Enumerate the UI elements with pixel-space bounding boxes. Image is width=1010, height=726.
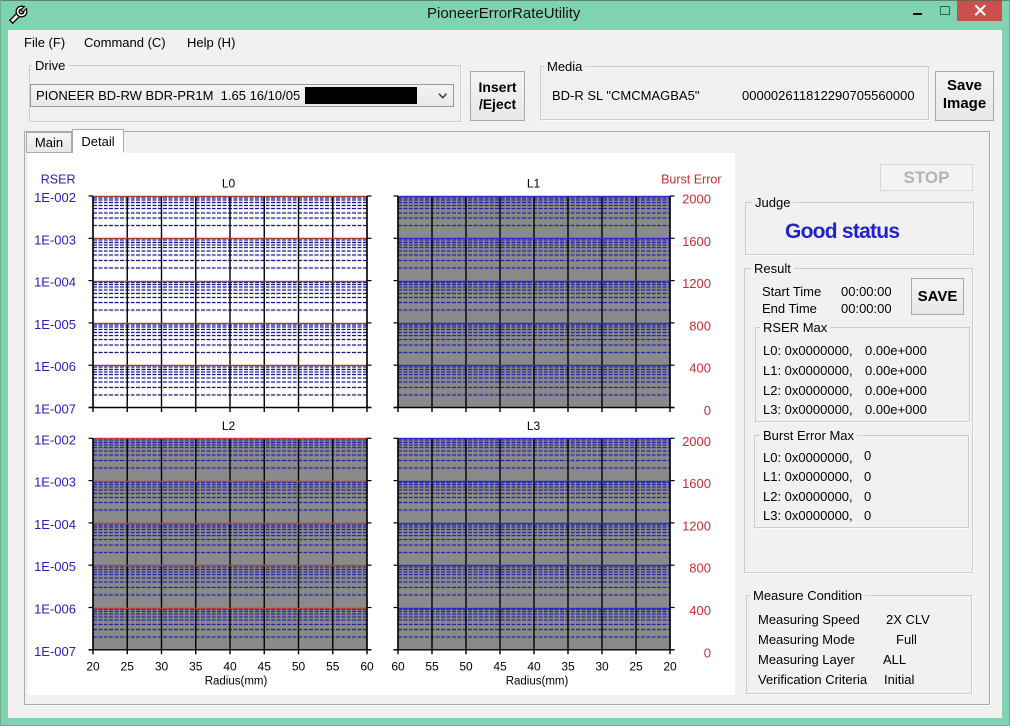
svg-text:L1: L1	[527, 177, 541, 191]
svg-text:400: 400	[689, 361, 711, 376]
svg-text:50: 50	[292, 660, 306, 674]
svg-text:1E-007: 1E-007	[34, 402, 76, 417]
svg-text:L0: L0	[222, 177, 236, 191]
svg-text:1E-006: 1E-006	[34, 602, 76, 617]
svg-text:1E-007: 1E-007	[34, 644, 76, 659]
svg-text:1E-002: 1E-002	[34, 190, 76, 205]
svg-text:800: 800	[689, 561, 711, 576]
svg-text:1E-003: 1E-003	[34, 232, 76, 247]
svg-text:1E-003: 1E-003	[34, 475, 76, 490]
svg-text:800: 800	[689, 318, 711, 333]
svg-text:20: 20	[86, 660, 100, 674]
svg-text:L2: L2	[222, 419, 236, 433]
svg-text:1E-004: 1E-004	[34, 517, 76, 532]
svg-text:20: 20	[663, 660, 677, 674]
svg-text:35: 35	[561, 660, 575, 674]
svg-text:2000: 2000	[682, 434, 711, 449]
svg-text:1200: 1200	[682, 518, 711, 533]
svg-text:50: 50	[459, 660, 473, 674]
svg-text:1E-002: 1E-002	[34, 432, 76, 447]
svg-text:0: 0	[704, 645, 711, 660]
svg-text:1600: 1600	[682, 234, 711, 249]
svg-text:40: 40	[223, 660, 237, 674]
svg-text:35: 35	[189, 660, 203, 674]
svg-text:Burst Error: Burst Error	[661, 173, 721, 187]
svg-text:RSER: RSER	[41, 173, 76, 187]
svg-text:1600: 1600	[682, 476, 711, 491]
svg-text:40: 40	[527, 660, 541, 674]
svg-text:Radius(mm): Radius(mm)	[506, 676, 569, 688]
svg-text:55: 55	[425, 660, 439, 674]
svg-text:30: 30	[595, 660, 609, 674]
svg-text:1200: 1200	[682, 276, 711, 291]
svg-text:1E-005: 1E-005	[34, 559, 76, 574]
svg-text:30: 30	[155, 660, 169, 674]
svg-text:400: 400	[689, 603, 711, 618]
svg-text:1E-006: 1E-006	[34, 359, 76, 374]
svg-text:55: 55	[326, 660, 340, 674]
svg-text:60: 60	[360, 660, 374, 674]
svg-text:60: 60	[391, 660, 405, 674]
svg-text:1E-004: 1E-004	[34, 275, 76, 290]
svg-text:0: 0	[704, 403, 711, 418]
svg-text:25: 25	[629, 660, 643, 674]
svg-text:2000: 2000	[682, 192, 711, 207]
svg-text:L3: L3	[527, 419, 541, 433]
svg-text:45: 45	[258, 660, 272, 674]
svg-text:45: 45	[493, 660, 507, 674]
svg-text:1E-005: 1E-005	[34, 317, 76, 332]
svg-text:Radius(mm): Radius(mm)	[205, 676, 268, 688]
svg-text:25: 25	[121, 660, 135, 674]
